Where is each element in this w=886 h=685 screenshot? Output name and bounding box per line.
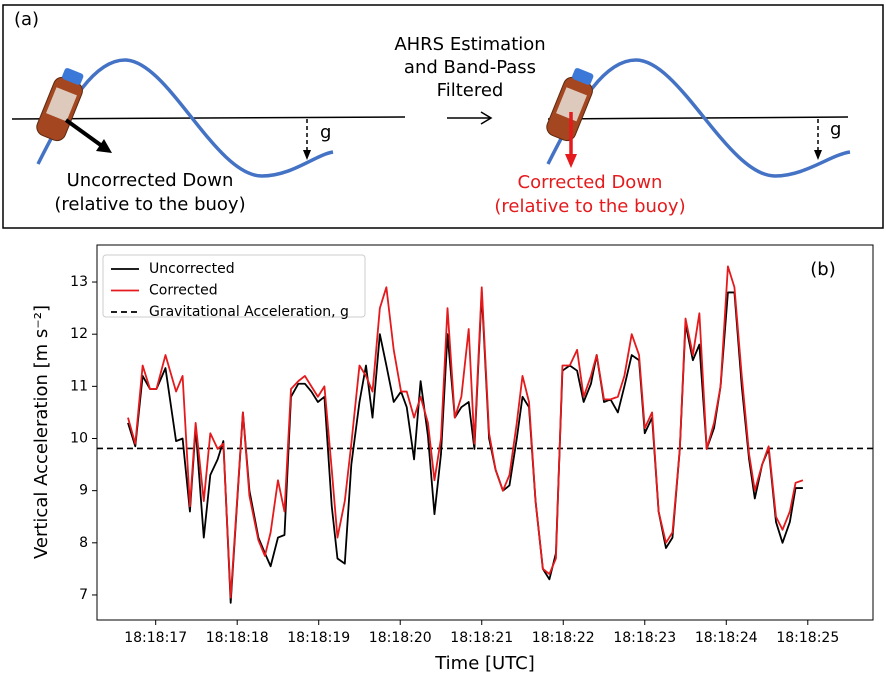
g-label: g: [830, 119, 841, 140]
caption: (relative to the buoy): [494, 196, 685, 217]
y-tick-label: 8: [79, 535, 88, 551]
caption: Uncorrected Down: [67, 170, 234, 191]
series-line: [127, 265, 804, 599]
process-text: Filtered: [437, 80, 504, 101]
x-axis-label: Time [UTC]: [434, 653, 535, 674]
caption: (relative to the buoy): [54, 194, 245, 215]
x-tick-label: 18:18:22: [532, 630, 595, 646]
x-tick-label: 18:18:23: [613, 630, 676, 646]
panel-label: (b): [810, 259, 835, 280]
y-tick-label: 7: [79, 587, 88, 603]
g-arrow: [303, 119, 311, 160]
buoy: [546, 68, 594, 142]
x-tick-label: 18:18:25: [776, 630, 839, 646]
x-tick-label: 18:18:19: [287, 630, 350, 646]
x-tick-label: 18:18:21: [450, 630, 513, 646]
x-tick-label: 18:18:24: [695, 630, 758, 646]
y-tick-label: 13: [70, 274, 88, 290]
buoy: [36, 68, 84, 142]
water-line: [11, 116, 406, 120]
uncorrected-arrow: [64, 118, 112, 153]
process-text: AHRS Estimation: [394, 34, 545, 55]
x-tick-label: 18:18:20: [369, 630, 432, 646]
x-tick-label: 18:18:17: [124, 630, 187, 646]
water-line: [547, 116, 849, 120]
y-axis-label: Vertical Acceleration [m s⁻²]: [31, 305, 52, 559]
series-line: [127, 291, 803, 604]
y-tick-label: 11: [70, 378, 88, 394]
legend-label: Gravitational Acceleration, g: [149, 304, 349, 320]
y-tick-label: 12: [70, 326, 88, 342]
panel-frame: [2, 4, 884, 229]
x-tick-label: 18:18:18: [206, 630, 269, 646]
legend-label: Corrected: [149, 283, 218, 299]
legend-label: Uncorrected: [149, 261, 235, 277]
corrected-arrow: [565, 112, 577, 168]
process-text: and Band-Pass: [404, 57, 536, 78]
legend-box: [102, 254, 366, 318]
caption: Corrected Down: [518, 172, 663, 193]
plot-frame: [96, 244, 874, 621]
panel-label: (a): [14, 9, 39, 30]
g-arrow: [814, 119, 822, 160]
y-tick-label: 9: [79, 483, 88, 499]
g-label: g: [320, 122, 331, 143]
y-tick-label: 10: [70, 430, 88, 446]
process-arrow: [447, 111, 493, 125]
